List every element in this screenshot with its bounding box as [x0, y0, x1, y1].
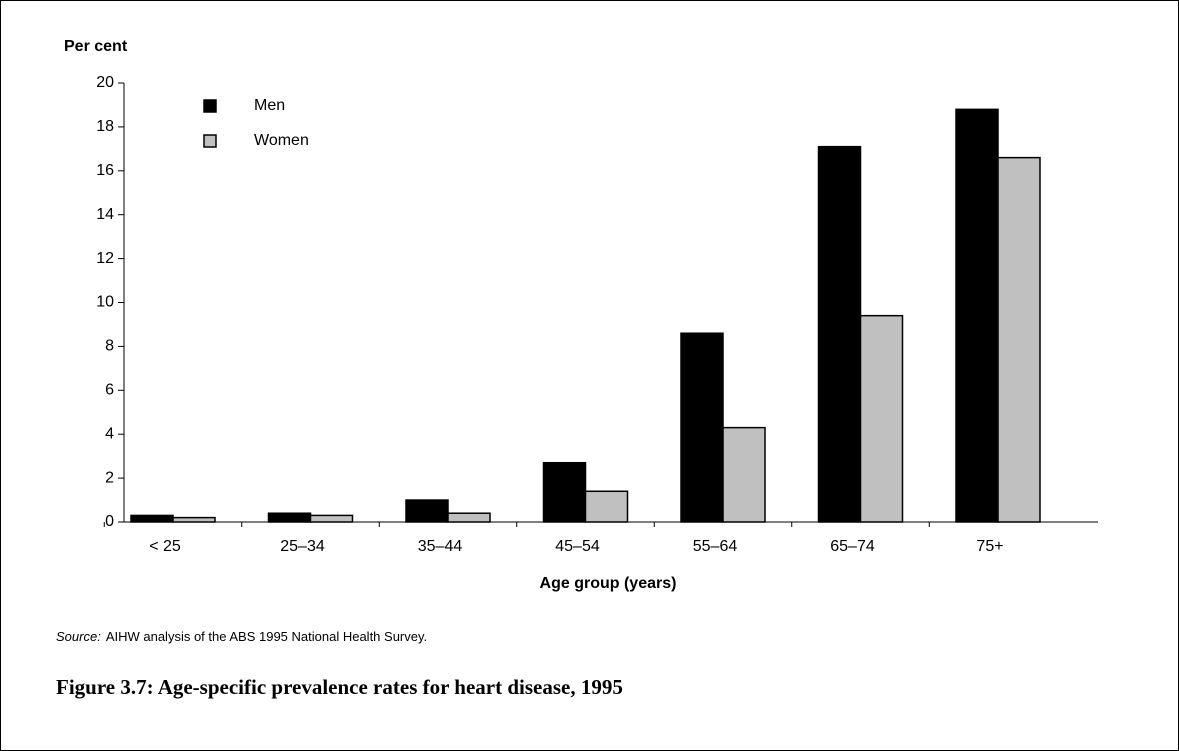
bar: [955, 108, 999, 523]
legend-label: Men: [254, 97, 285, 114]
x-tick-label: 45–54: [555, 538, 600, 555]
bar: [267, 512, 312, 523]
source-label: Source:: [56, 629, 101, 644]
y-tick-label: 8: [105, 338, 114, 355]
x-tick-label: 65–74: [830, 538, 875, 555]
bar: [447, 512, 491, 523]
x-tick-label: 35–44: [418, 538, 463, 555]
y-axis-label: Per cent: [64, 38, 128, 55]
y-tick-label: 0: [105, 513, 114, 530]
bar: [680, 332, 724, 523]
y-tick-label: 2: [105, 469, 114, 486]
x-tick-label: 55–64: [693, 538, 738, 555]
bar: [542, 461, 587, 523]
y-tick-label: 14: [96, 206, 114, 223]
bar: [584, 490, 629, 523]
x-tick-label: < 25: [149, 538, 181, 555]
bar: [722, 426, 766, 523]
y-tick-label: 10: [96, 294, 114, 311]
y-tick-label: 12: [96, 250, 114, 267]
x-tick-label: 25–34: [280, 538, 325, 555]
x-tick-label: 75+: [976, 538, 1003, 555]
source: Source: AIHW analysis of the ABS 1995 Nat…: [56, 629, 427, 644]
legend-swatch: [203, 134, 217, 148]
y-tick-label: 20: [96, 74, 114, 91]
x-axis-label: Age group (years): [540, 575, 677, 592]
y-tick-label: 16: [96, 162, 114, 179]
caption: Figure 3.7: Age-specific prevalence rate…: [56, 675, 623, 699]
source-text: AIHW analysis of the ABS 1995 National H…: [106, 629, 427, 644]
bar: [309, 514, 354, 523]
legend-swatch: [203, 99, 217, 113]
bar: [405, 499, 449, 523]
y-tick-label: 6: [105, 382, 114, 399]
bar: [172, 516, 216, 523]
y-tick-label: 18: [96, 118, 114, 135]
y-tick-label: 4: [105, 425, 114, 442]
bar: [817, 145, 862, 523]
legend-label: Women: [254, 132, 309, 149]
bar: [997, 156, 1041, 523]
bar: [130, 514, 174, 523]
bar: [859, 314, 904, 523]
